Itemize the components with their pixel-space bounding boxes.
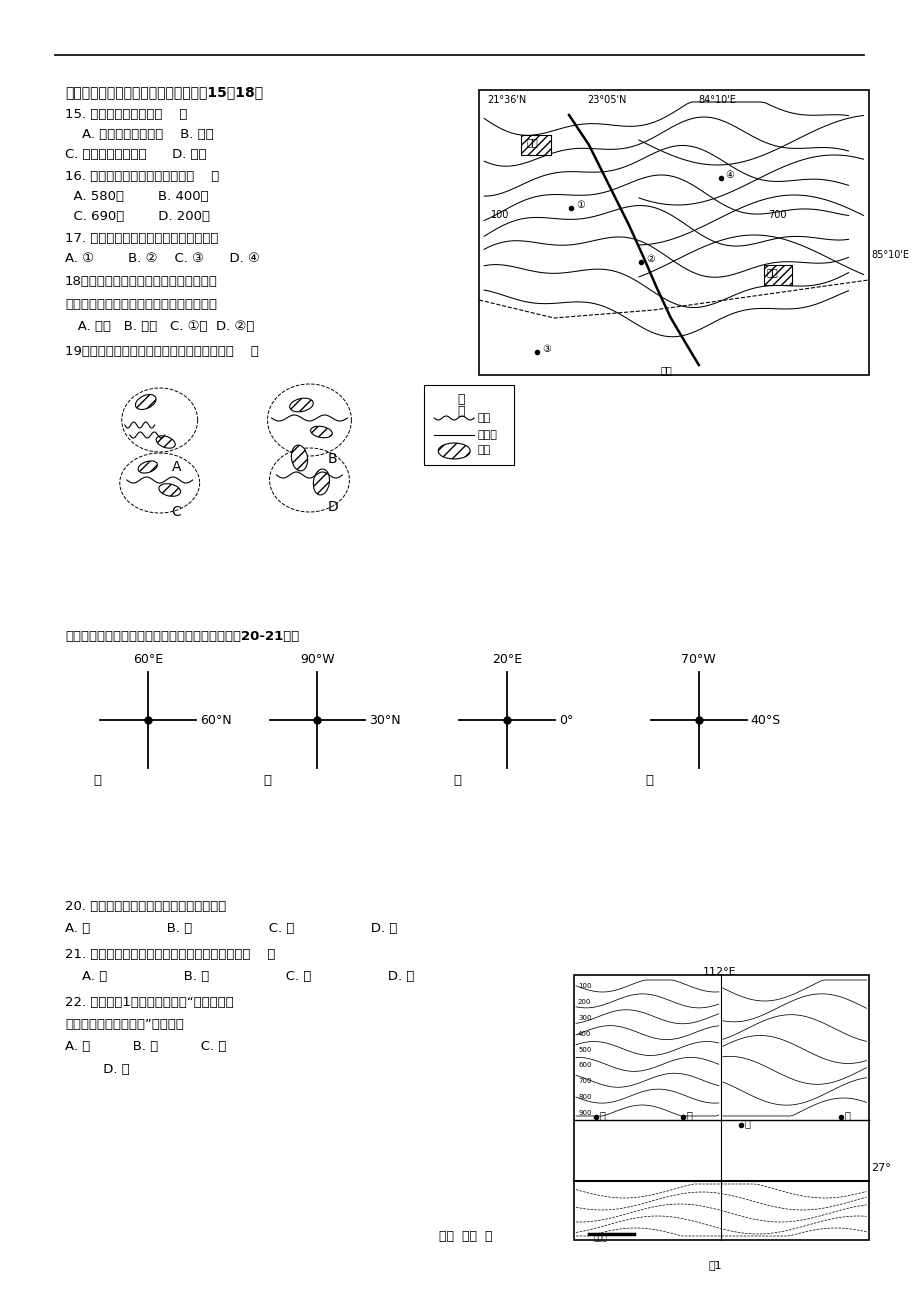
Text: 甲: 甲	[94, 773, 102, 786]
Text: A: A	[172, 460, 181, 474]
Bar	[520, 135, 550, 155]
Text: 河流: 河流	[477, 413, 490, 423]
Text: 村庄: 村庄	[660, 365, 672, 375]
Text: C: C	[172, 505, 181, 519]
Text: A. 580米        B. 400米: A. 580米 B. 400米	[65, 190, 209, 203]
Text: 60°E: 60°E	[132, 654, 163, 667]
Text: 湖泊: 湖泊	[477, 445, 490, 454]
Text: A. 甲                  B. 乙                  C. 丙                  D. 丁: A. 甲 B. 乙 C. 丙 D. 丁	[65, 922, 397, 935]
Text: A. 甲          B. 乙          C. 丙: A. 甲 B. 乙 C. 丙	[65, 1040, 226, 1053]
Text: 23°05'N: 23°05'N	[586, 95, 626, 105]
Text: A. 先向南，再向西南    B. 向北: A. 先向南，再向西南 B. 向北	[65, 128, 213, 141]
Text: 700: 700	[768, 210, 787, 220]
Text: 20°E: 20°E	[492, 654, 522, 667]
Text: 22. 右图（图1）中四地最符合“两山夹岭一: 22. 右图（图1）中四地最符合“两山夹岭一	[65, 996, 233, 1009]
Text: 甲: 甲	[599, 1111, 606, 1120]
Ellipse shape	[291, 445, 307, 471]
Text: ④: ④	[725, 171, 733, 180]
Text: 18、假如自然地理环境不变，下面四地附: 18、假如自然地理环境不变，下面四地附	[65, 275, 218, 288]
Text: 600: 600	[577, 1062, 591, 1069]
Bar	[763, 266, 790, 285]
Text: 读某地等高线示意图（单位：米）完成15～18题: 读某地等高线示意图（单位：米）完成15～18题	[65, 85, 263, 99]
Text: 90°W: 90°W	[300, 654, 335, 667]
Bar	[424, 385, 514, 465]
Text: 84°10'E: 84°10'E	[698, 95, 736, 105]
Text: 0°: 0°	[559, 715, 573, 728]
Text: 40°S: 40°S	[750, 715, 780, 728]
Text: 16. 图中陀崖的顶部高度可能是（    ）: 16. 图中陀崖的顶部高度可能是（ ）	[65, 171, 219, 184]
Text: 例: 例	[457, 405, 464, 418]
Text: 70°W: 70°W	[681, 654, 715, 667]
Text: 112°E: 112°E	[702, 967, 735, 976]
Text: 400: 400	[577, 1031, 591, 1036]
Text: A. 甲村   B. 乙村   C. ①地  D. ②地: A. 甲村 B. 乙村 C. ①地 D. ②地	[65, 320, 254, 333]
Text: 200: 200	[577, 999, 591, 1005]
Bar	[573, 975, 868, 1240]
Text: 图: 图	[457, 393, 464, 406]
Ellipse shape	[159, 484, 180, 496]
Text: 19、下列所示的湖泊或湖群，为咏水湖的是（    ）: 19、下列所示的湖泊或湖群，为咏水湖的是（ ）	[65, 345, 258, 358]
Text: 丙: 丙	[453, 773, 460, 786]
Text: A. 甲                  B. 乙                  C. 丙                  D. 丁: A. 甲 B. 乙 C. 丙 D. 丁	[65, 970, 414, 983]
Text: 线天，茂林修竹水潺潺”景观的是: 线天，茂林修竹水潺潺”景观的是	[65, 1018, 184, 1031]
Text: 300: 300	[577, 1014, 591, 1021]
Text: 乙村: 乙村	[766, 267, 777, 277]
Text: 100: 100	[577, 983, 591, 990]
Text: 27°: 27°	[870, 1163, 891, 1173]
Text: C. 先向东南，再向南      D. 向南: C. 先向东南，再向南 D. 向南	[65, 148, 206, 161]
Text: 下图分别为世界上四个地点的地理坐标，据此回筂20-21题。: 下图分别为世界上四个地点的地理坐标，据此回筂20-21题。	[65, 630, 299, 643]
Ellipse shape	[289, 398, 313, 411]
Bar	[479, 90, 868, 375]
Text: D. 丁: D. 丁	[65, 1062, 130, 1075]
Text: 100: 100	[491, 210, 509, 220]
Text: 900: 900	[577, 1111, 591, 1116]
Text: 比例尺: 比例尺	[594, 1233, 607, 1242]
Text: 甲村: 甲村	[526, 137, 538, 147]
Text: 17. 既能看到甲村又能看到乙村的地点是: 17. 既能看到甲村又能看到乙村的地点是	[65, 232, 218, 245]
Text: 21. 图中四个地点中，有大片温带荒漠分布的是（    ）: 21. 图中四个地点中，有大片温带荒漠分布的是（ ）	[65, 948, 275, 961]
Text: 近最有可能发掘出早期原始人住居遗址的是: 近最有可能发掘出早期原始人住居遗址的是	[65, 298, 217, 311]
Text: 15. 图中河流的流向为（    ）: 15. 图中河流的流向为（ ）	[65, 108, 187, 121]
Text: 800: 800	[577, 1094, 591, 1100]
Ellipse shape	[311, 426, 332, 437]
Text: 21°36'N: 21°36'N	[487, 95, 526, 105]
Text: 丁: 丁	[844, 1111, 849, 1120]
Ellipse shape	[156, 436, 176, 448]
Text: C. 690米        D. 200米: C. 690米 D. 200米	[65, 210, 210, 223]
Text: ②: ②	[645, 254, 654, 264]
Ellipse shape	[135, 395, 156, 410]
Text: 85°10'E: 85°10'E	[870, 250, 909, 260]
Text: 20. 最接近大洲分界线的经线经过的地点是: 20. 最接近大洲分界线的经线经过的地点是	[65, 900, 226, 913]
Ellipse shape	[138, 461, 157, 473]
Text: 丁: 丁	[644, 773, 652, 786]
Text: B: B	[327, 452, 336, 466]
Text: D: D	[327, 500, 338, 514]
Text: 丙: 丙	[686, 1111, 692, 1120]
Text: 等高线: 等高线	[477, 430, 496, 440]
Text: A. ①        B. ②    C. ③      D. ④: A. ① B. ② C. ③ D. ④	[65, 253, 259, 266]
Text: 60°N: 60°N	[199, 715, 231, 728]
Text: 用心  爱心  专: 用心 爱心 专	[438, 1230, 493, 1243]
Text: 图1: 图1	[708, 1260, 721, 1269]
Text: 乙: 乙	[263, 773, 271, 786]
Text: 30°N: 30°N	[369, 715, 401, 728]
Ellipse shape	[437, 443, 470, 460]
Text: 700: 700	[577, 1078, 591, 1085]
Text: ①: ①	[575, 201, 584, 210]
Text: ③: ③	[541, 344, 550, 354]
Text: 500: 500	[577, 1047, 591, 1052]
Ellipse shape	[313, 469, 329, 495]
Text: 乙: 乙	[743, 1118, 750, 1128]
